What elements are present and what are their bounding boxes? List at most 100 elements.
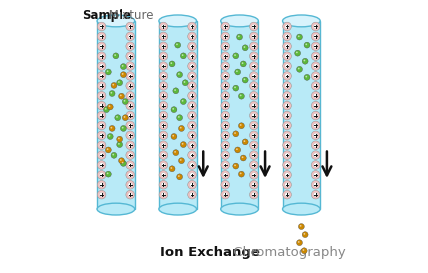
Circle shape <box>285 173 289 177</box>
Circle shape <box>126 151 134 159</box>
Circle shape <box>97 22 106 31</box>
Circle shape <box>313 24 318 29</box>
Circle shape <box>252 123 256 128</box>
Circle shape <box>126 52 134 61</box>
Circle shape <box>188 101 196 110</box>
Circle shape <box>109 105 110 107</box>
Circle shape <box>283 32 291 41</box>
Ellipse shape <box>159 203 196 215</box>
Circle shape <box>175 42 181 48</box>
Circle shape <box>161 113 166 118</box>
Circle shape <box>283 72 291 80</box>
Circle shape <box>117 136 122 142</box>
Text: Ion Exchange: Ion Exchange <box>160 246 260 259</box>
Circle shape <box>250 180 258 189</box>
Circle shape <box>110 127 112 129</box>
Circle shape <box>223 64 227 68</box>
Circle shape <box>312 101 320 110</box>
Circle shape <box>188 180 196 189</box>
Circle shape <box>182 54 184 56</box>
Circle shape <box>312 82 320 90</box>
Circle shape <box>159 171 168 179</box>
Circle shape <box>182 80 188 86</box>
Circle shape <box>252 153 256 157</box>
Circle shape <box>178 158 184 164</box>
Circle shape <box>97 131 106 140</box>
Circle shape <box>283 171 291 179</box>
Circle shape <box>285 64 289 68</box>
Circle shape <box>159 121 168 130</box>
Circle shape <box>312 52 320 61</box>
Circle shape <box>99 84 104 88</box>
Circle shape <box>234 164 236 166</box>
Circle shape <box>188 72 196 80</box>
Circle shape <box>285 133 289 138</box>
Circle shape <box>303 233 305 235</box>
Ellipse shape <box>159 15 196 27</box>
Circle shape <box>159 42 168 51</box>
Circle shape <box>188 151 196 159</box>
Circle shape <box>221 42 229 51</box>
Circle shape <box>159 22 168 31</box>
Circle shape <box>159 52 168 61</box>
Circle shape <box>297 66 303 72</box>
Circle shape <box>97 101 106 110</box>
Circle shape <box>161 44 166 49</box>
Circle shape <box>177 174 183 180</box>
Circle shape <box>99 123 104 128</box>
Circle shape <box>109 91 115 96</box>
Circle shape <box>302 58 308 64</box>
Circle shape <box>298 68 300 69</box>
Circle shape <box>250 141 258 150</box>
Circle shape <box>221 161 229 169</box>
Circle shape <box>114 54 116 56</box>
Circle shape <box>283 180 291 189</box>
Circle shape <box>180 99 186 105</box>
Circle shape <box>312 190 320 199</box>
Circle shape <box>221 121 229 130</box>
Circle shape <box>244 46 245 48</box>
Circle shape <box>221 101 229 110</box>
Circle shape <box>190 113 194 118</box>
Circle shape <box>99 113 104 118</box>
Circle shape <box>252 24 256 29</box>
Circle shape <box>188 121 196 130</box>
Circle shape <box>252 192 256 197</box>
Text: Chromatography: Chromatography <box>229 246 345 259</box>
Circle shape <box>188 42 196 51</box>
Circle shape <box>221 111 229 120</box>
Circle shape <box>180 53 186 59</box>
Circle shape <box>174 89 176 91</box>
Circle shape <box>128 123 132 128</box>
Circle shape <box>283 141 291 150</box>
Circle shape <box>119 93 125 99</box>
Circle shape <box>252 143 256 147</box>
Circle shape <box>190 123 194 128</box>
Circle shape <box>107 70 108 72</box>
Circle shape <box>223 173 227 177</box>
Circle shape <box>241 61 246 67</box>
Circle shape <box>283 131 291 140</box>
Circle shape <box>312 91 320 100</box>
Circle shape <box>126 32 134 41</box>
Circle shape <box>126 72 134 80</box>
Circle shape <box>312 42 320 51</box>
Circle shape <box>128 113 132 118</box>
Circle shape <box>99 74 104 78</box>
Circle shape <box>99 153 104 157</box>
Circle shape <box>223 133 227 138</box>
Circle shape <box>188 52 196 61</box>
Circle shape <box>178 73 180 75</box>
Circle shape <box>283 190 291 199</box>
Circle shape <box>159 72 168 80</box>
Circle shape <box>313 44 318 49</box>
Circle shape <box>283 22 291 31</box>
Circle shape <box>105 108 107 110</box>
Circle shape <box>161 64 166 68</box>
Circle shape <box>233 53 239 59</box>
Circle shape <box>122 115 128 121</box>
Circle shape <box>184 81 185 83</box>
Circle shape <box>233 163 239 169</box>
Circle shape <box>250 101 258 110</box>
Circle shape <box>97 91 106 100</box>
